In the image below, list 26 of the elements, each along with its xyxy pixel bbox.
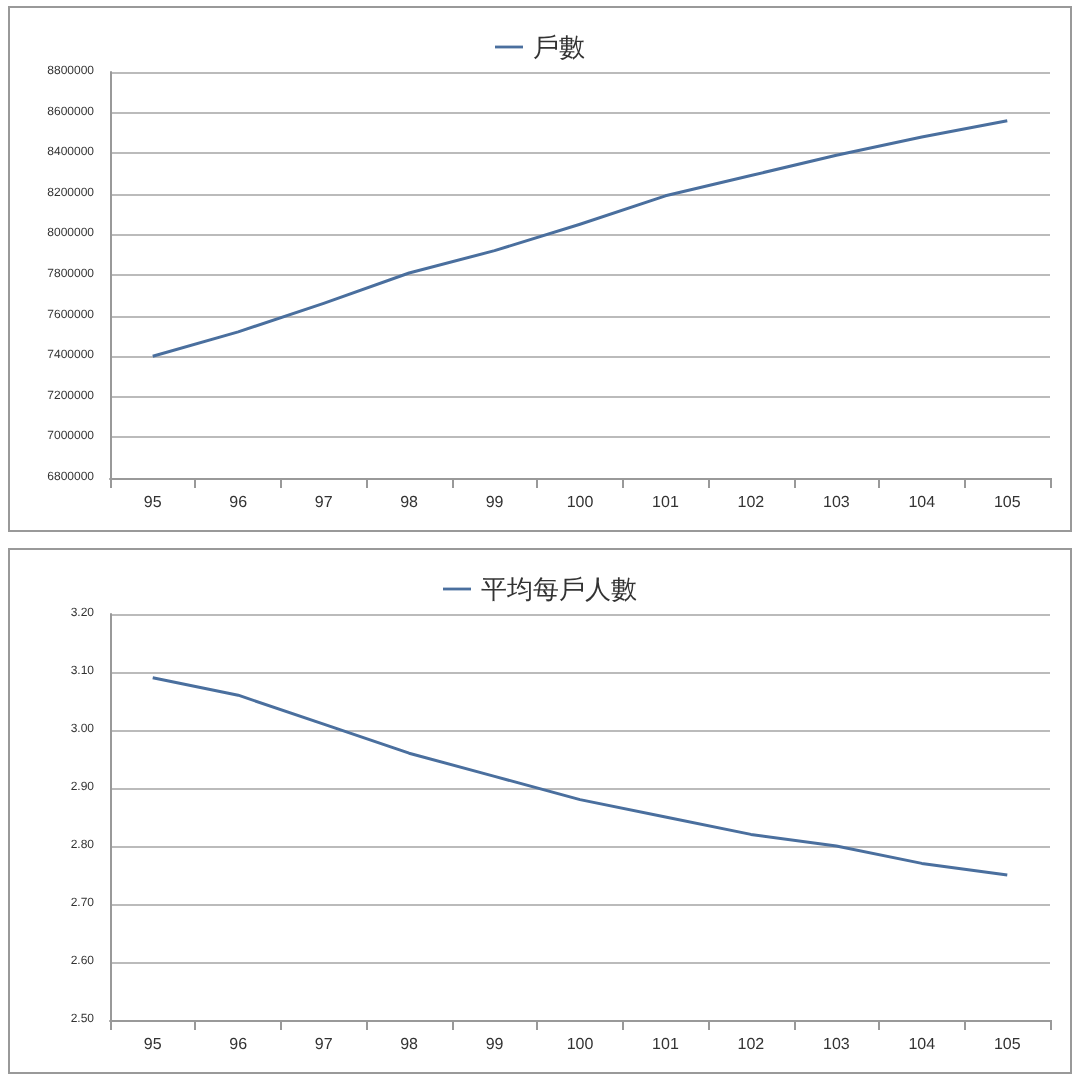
x-tick-label: 97	[314, 1035, 334, 1053]
x-tick-label: 95	[143, 1035, 163, 1053]
x-tick-label: 96	[229, 1035, 249, 1053]
legend-label: 平均每戶人數	[481, 574, 637, 604]
x-tick-label: 105	[993, 1035, 1022, 1053]
x-tick-label: 102	[737, 1035, 766, 1053]
x-tick-label: 104	[908, 493, 937, 511]
x-tick-label: 99	[485, 493, 505, 511]
x-tick-label: 97	[314, 493, 334, 511]
x-tick-label: 99	[485, 1035, 505, 1053]
x-tick-label: 104	[908, 1035, 937, 1053]
x-tick-label: 100	[566, 1035, 595, 1053]
x-tick-label: 98	[400, 493, 420, 511]
x-tick-label: 103	[823, 1035, 851, 1053]
x-tick-label: 100	[566, 493, 595, 511]
x-tick-label: 102	[737, 493, 766, 511]
x-tick-label: 98	[400, 1035, 420, 1053]
line-series	[151, 119, 1009, 358]
line-series	[151, 676, 1009, 877]
x-tick-label: 96	[229, 493, 249, 511]
x-tick-label: 105	[993, 493, 1022, 511]
x-tick-label: 101	[652, 1035, 680, 1053]
x-tick-label: 103	[823, 493, 851, 511]
legend-label: 戶數	[533, 32, 585, 62]
x-tick-label: 95	[143, 493, 163, 511]
x-tick-label: 101	[652, 493, 680, 511]
